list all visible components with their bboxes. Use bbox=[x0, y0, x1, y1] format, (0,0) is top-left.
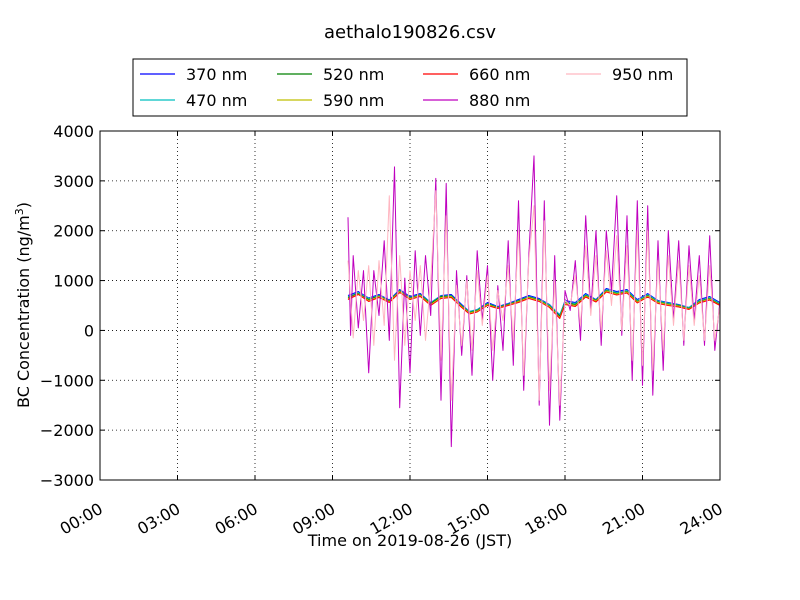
axis-ticks bbox=[99, 130, 721, 481]
x-axis-label: Time on 2019-08-26 (JST) bbox=[307, 531, 512, 550]
legend: 370 nm 470 nm 520 nm 590 nm 660 nm 880 nm 950 … bbox=[132, 58, 688, 117]
y-tick-label: 0 bbox=[84, 321, 94, 340]
y-tick-label: 4000 bbox=[53, 122, 94, 141]
legend-label: 660 nm bbox=[469, 65, 530, 84]
y-axis-label-close: ) bbox=[14, 202, 33, 208]
y-tick-label: 1000 bbox=[53, 272, 94, 291]
y-axis-label: BC Concentration (ng/m3) bbox=[13, 202, 33, 408]
series-line-6 bbox=[347, 190, 721, 406]
legend-label: 520 nm bbox=[323, 65, 384, 84]
legend-label: 590 nm bbox=[323, 91, 384, 110]
series-lines bbox=[347, 155, 721, 448]
y-tick-label: 2000 bbox=[53, 222, 94, 241]
legend-label: 950 nm bbox=[612, 65, 673, 84]
grid-lines bbox=[100, 131, 720, 480]
series-line-5 bbox=[347, 155, 721, 448]
y-tick-label: 3000 bbox=[53, 172, 94, 191]
chart-title: aethalo190826.csv bbox=[324, 22, 496, 43]
y-tick-label: −2000 bbox=[40, 421, 94, 440]
legend-label: 470 nm bbox=[186, 91, 247, 110]
legend-box bbox=[132, 58, 688, 117]
y-axis-label-main: BC Concentration (ng/m bbox=[14, 215, 33, 408]
y-axis-label-superscript: 3 bbox=[13, 208, 26, 215]
y-tick-label: −1000 bbox=[40, 371, 94, 390]
y-tick-labels: 4000 3000 2000 1000 0 −1000 −2000 −3000 bbox=[40, 122, 94, 490]
legend-label: 880 nm bbox=[469, 91, 530, 110]
legend-label: 370 nm bbox=[186, 65, 247, 84]
y-tick-label: −3000 bbox=[40, 471, 94, 490]
